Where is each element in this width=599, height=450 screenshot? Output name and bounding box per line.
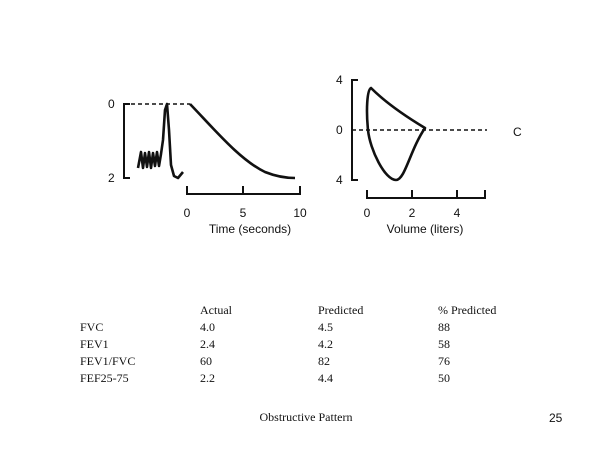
y-tick-label: 0 [336,123,343,137]
y-tick-label: 0 [108,97,115,111]
x-tick-label: 2 [409,206,416,220]
table-cell: 58 [438,337,450,351]
x-axis-label: Volume (liters) [387,222,464,236]
table-cell: 50 [438,371,450,385]
panel-label: C [513,125,522,139]
trace-forced [189,103,296,180]
x-tick-label: 0 [364,206,371,220]
table-cell: FEF25-75 [80,371,129,385]
table-header: % Predicted [438,303,496,317]
x-tick-label: 4 [454,206,461,220]
x-tick-label: 5 [240,206,247,220]
x-axis-label: Time (seconds) [209,222,291,236]
y-tick-label: 2 [108,171,115,185]
table-cell: 76 [438,354,450,368]
table-cell: 4.0 [200,320,215,334]
x-tick-label: 10 [293,206,307,220]
trace-tidal [136,102,184,180]
table-cell: 60 [200,354,212,368]
table-cell: 4.4 [318,371,333,385]
table-cell: FEV1/FVC [80,354,135,368]
table-cell: 4.2 [318,337,333,351]
flow-volume-loop [351,79,487,199]
table-header: Predicted [318,303,363,317]
loop [365,86,427,182]
table-cell: 82 [318,354,330,368]
x-tick-label: 0 [184,206,191,220]
slide-title: Obstructive Pattern [260,410,353,424]
table-cell: 2.4 [200,337,215,351]
table-cell: 4.5 [318,320,333,334]
table-header: Actual [200,303,233,317]
page-number: 25 [549,411,563,425]
spirogram [123,102,301,195]
table-cell: FVC [80,320,103,334]
y-tick-label: 4 [336,73,343,87]
y-tick-label: 4 [336,173,343,187]
table-cell: FEV1 [80,337,109,351]
table-cell: 88 [438,320,450,334]
table-cell: 2.2 [200,371,215,385]
x-axis [366,190,486,199]
x-axis [186,186,301,195]
